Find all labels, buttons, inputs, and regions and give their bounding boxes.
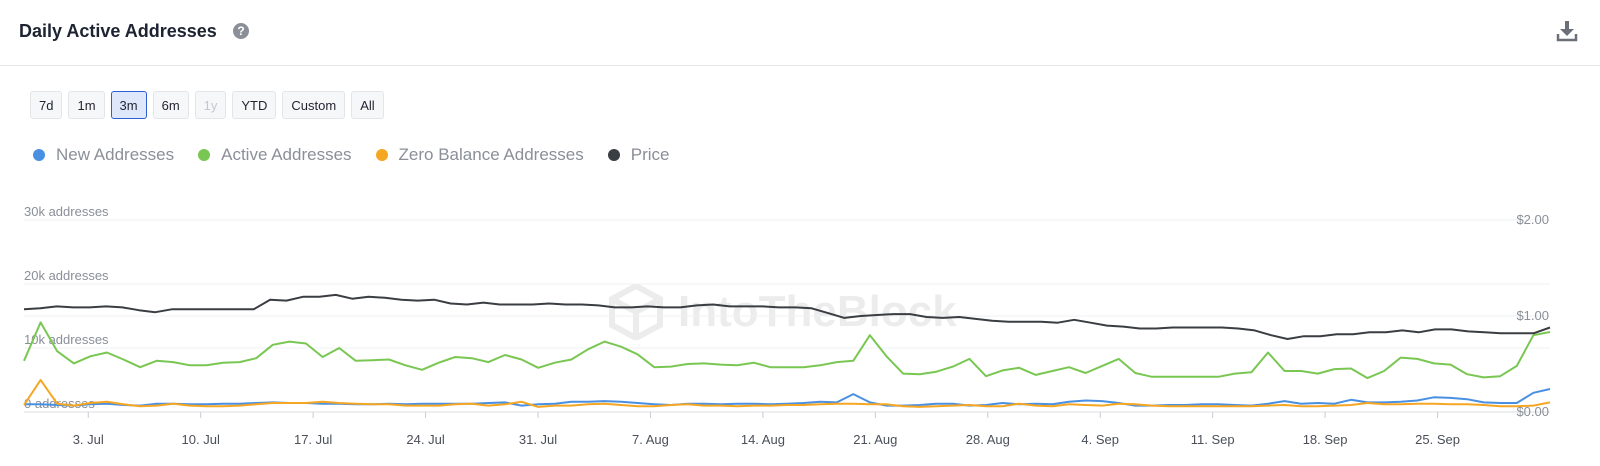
legend-item-new-addresses[interactable]: New Addresses [33,145,174,165]
y-right-tick-label: $0.00 [1516,404,1549,419]
x-tick-label: 24. Jul [406,432,444,447]
chart-header: Daily Active Addresses ? [0,0,1600,66]
x-tick-label: 3. Jul [73,432,104,447]
range-button-custom[interactable]: Custom [282,91,346,119]
y-right-tick-label: $1.00 [1516,308,1549,323]
x-tick-label: 31. Jul [519,432,557,447]
y-right-tick-label: $2.00 [1516,212,1549,227]
watermark-text: IntoTheBlock [678,287,957,336]
x-tick-label: 21. Aug [853,432,897,447]
x-tick-label: 25. Sep [1415,432,1460,447]
x-tick-label: 14. Aug [741,432,785,447]
legend-label: Zero Balance Addresses [398,145,584,164]
series-line-price [23,293,1551,340]
range-button-all[interactable]: All [351,91,384,119]
y-left-tick-label: 10k addresses [24,332,109,347]
series-line-active-addresses [23,321,1551,380]
legend-item-zero-balance-addresses[interactable]: Zero Balance Addresses [375,145,584,165]
x-tick-label: 18. Sep [1303,432,1348,447]
legend-label: New Addresses [56,145,175,164]
legend-dot [198,149,211,161]
range-button-7d[interactable]: 7d [30,91,63,119]
chart-legend: New Addresses Active Addresses Zero Balanc… [33,145,669,165]
series-line-new-addresses [24,388,1551,407]
legend-dot [375,149,388,161]
x-tick-label: 7. Aug [632,432,669,447]
x-tick-label: 10. Jul [182,432,220,447]
legend-label: Active Addresses [221,145,352,164]
range-button-1m[interactable]: 1m [68,91,105,119]
x-tick-label: 28. Aug [966,432,1010,447]
legend-label: Price [630,145,670,164]
range-button-6m[interactable]: 6m [152,91,189,119]
range-button-1y: 1y [194,91,227,119]
time-range-selector: 7d 1m 3m 6m 1y YTD Custom All [30,91,384,119]
page-title: Daily Active Addresses [19,21,217,41]
x-tick-label: 17. Jul [294,432,332,447]
x-tick-label: 4. Sep [1081,432,1119,447]
legend-item-active-addresses[interactable]: Active Addresses [198,145,352,165]
download-icon[interactable] [1556,20,1578,42]
range-button-ytd[interactable]: YTD [232,91,277,119]
question-circle-icon[interactable]: ? [233,23,249,39]
legend-item-price[interactable]: Price [607,145,670,165]
watermark: IntoTheBlock [608,284,957,340]
legend-dot [33,149,45,161]
legend-dot [607,149,620,161]
range-button-3m[interactable]: 3m [110,91,147,119]
x-tick-label: 11. Sep [1191,432,1235,447]
series-line-zero-balance-addresses [23,379,1551,408]
y-left-tick-label: 30k addresses [24,204,109,219]
y-left-tick-label: 20k addresses [24,268,109,283]
